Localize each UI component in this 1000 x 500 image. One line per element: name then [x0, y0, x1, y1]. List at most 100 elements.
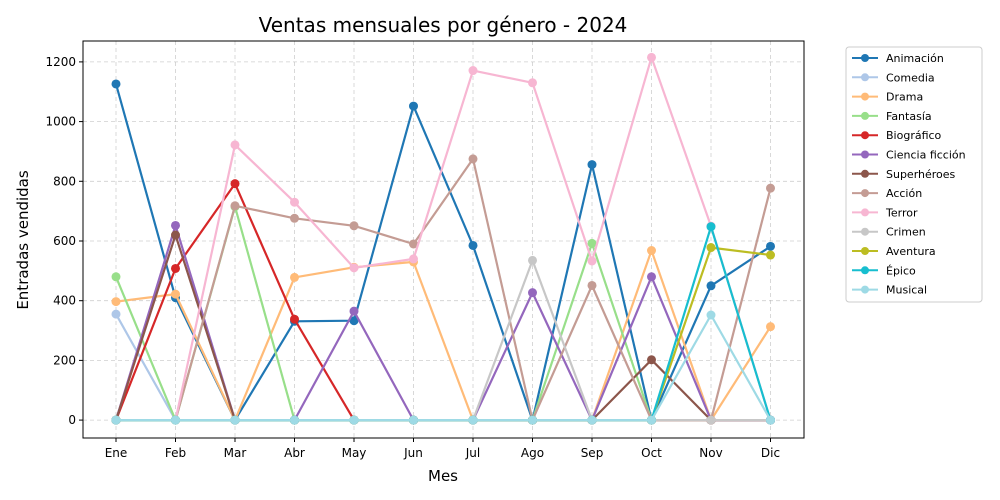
data-point	[409, 101, 418, 111]
x-tick-label: Feb	[165, 446, 186, 460]
x-tick-label: Nov	[699, 446, 722, 460]
legend-label: Fantasía	[886, 110, 932, 123]
data-point	[468, 154, 478, 164]
x-tick-label: Jul	[465, 446, 480, 460]
legend: Animación Comedia Drama Fantasía Biográfico C…	[845, 46, 983, 303]
series-line	[115, 249, 772, 422]
y-axis: 0 200 400 600 800 1000 1200	[45, 55, 83, 427]
data-point	[111, 272, 121, 282]
y-tick-label: 400	[53, 294, 76, 308]
y-axis-title: Entradas vendidas	[14, 170, 32, 310]
legend-marker	[861, 131, 869, 140]
data-point	[409, 415, 418, 425]
data-point	[647, 52, 656, 62]
data-point	[349, 263, 359, 273]
x-tick-label: Oct	[641, 446, 662, 460]
legend-label: Ciencia ficción	[886, 149, 966, 162]
x-axis: Ene Feb Mar Abr May Jun Jul Ago Sep Oct Nov Dic	[105, 438, 780, 460]
legend-label: Superhéroes	[886, 168, 956, 181]
data-point	[766, 241, 775, 251]
data-point	[171, 415, 180, 425]
data-point	[706, 243, 716, 253]
legend-label: Acción	[886, 187, 922, 200]
legend-label: Comedia	[886, 71, 935, 84]
legend-marker	[861, 189, 869, 198]
data-point	[171, 263, 180, 273]
data-point	[587, 256, 597, 266]
legend-marker	[861, 54, 869, 62]
data-point	[230, 140, 240, 150]
data-point	[230, 415, 240, 425]
data-point	[349, 415, 359, 425]
x-tick-label: May	[342, 446, 367, 460]
y-tick-label: 800	[53, 174, 76, 188]
data-point	[587, 415, 597, 425]
data-point	[468, 66, 478, 76]
legend-marker	[861, 73, 869, 82]
legend-label: Aventura	[886, 245, 936, 258]
x-tick-label: Abr	[284, 446, 305, 460]
data-point	[290, 213, 299, 223]
x-tick-label: Sep	[581, 446, 604, 460]
data-point	[647, 272, 656, 282]
legend-label: Drama	[886, 91, 923, 104]
y-tick-label: 600	[53, 234, 76, 248]
data-point	[647, 415, 656, 425]
data-point	[290, 272, 299, 282]
y-tick-label: 1000	[45, 115, 76, 129]
x-tick-label: Mar	[224, 446, 247, 460]
legend-label: Terror	[885, 206, 918, 219]
data-point	[111, 415, 121, 425]
data-point	[171, 220, 180, 230]
x-axis-title: Mes	[428, 467, 458, 485]
legend-marker	[861, 227, 869, 236]
grid	[83, 41, 804, 438]
data-point	[706, 281, 716, 291]
legend-marker	[861, 208, 869, 217]
y-tick-label: 1200	[45, 55, 76, 69]
series-layer	[111, 52, 775, 425]
data-point	[587, 160, 597, 170]
data-point	[587, 280, 597, 290]
data-point	[706, 310, 716, 320]
legend-label: Biográfico	[886, 129, 942, 142]
data-point	[587, 238, 597, 248]
y-tick-label: 0	[68, 413, 76, 427]
legend-label: Crimen	[886, 226, 926, 239]
data-point	[647, 246, 656, 256]
data-point	[290, 415, 299, 425]
legend-marker	[861, 169, 869, 178]
series-line	[116, 56, 772, 422]
data-point	[528, 255, 537, 265]
data-point	[171, 289, 180, 299]
series-line	[116, 313, 772, 422]
data-point	[349, 221, 359, 231]
legend-label: Animación	[886, 52, 944, 65]
data-point	[111, 297, 121, 307]
data-point	[230, 201, 240, 211]
data-point	[766, 250, 775, 260]
data-point	[111, 79, 121, 89]
data-point	[766, 183, 775, 193]
data-point	[766, 322, 775, 332]
chart-title: Ventas mensuales por género - 2024	[259, 13, 628, 37]
data-point	[468, 240, 478, 250]
x-tick-label: Jun	[403, 446, 423, 460]
data-point	[290, 314, 299, 324]
data-point	[706, 222, 716, 232]
data-point	[528, 78, 537, 88]
legend-marker	[861, 247, 869, 255]
data-point	[290, 197, 299, 207]
y-tick-label: 200	[53, 353, 76, 367]
data-point	[706, 415, 716, 425]
legend-marker	[861, 111, 869, 120]
data-point	[528, 288, 537, 298]
legend-marker	[861, 266, 869, 275]
data-point	[409, 239, 418, 249]
data-point	[766, 415, 775, 425]
legend-marker	[861, 285, 869, 294]
data-point	[647, 355, 656, 365]
data-point	[468, 415, 478, 425]
data-point	[409, 254, 418, 264]
data-point	[528, 415, 537, 425]
